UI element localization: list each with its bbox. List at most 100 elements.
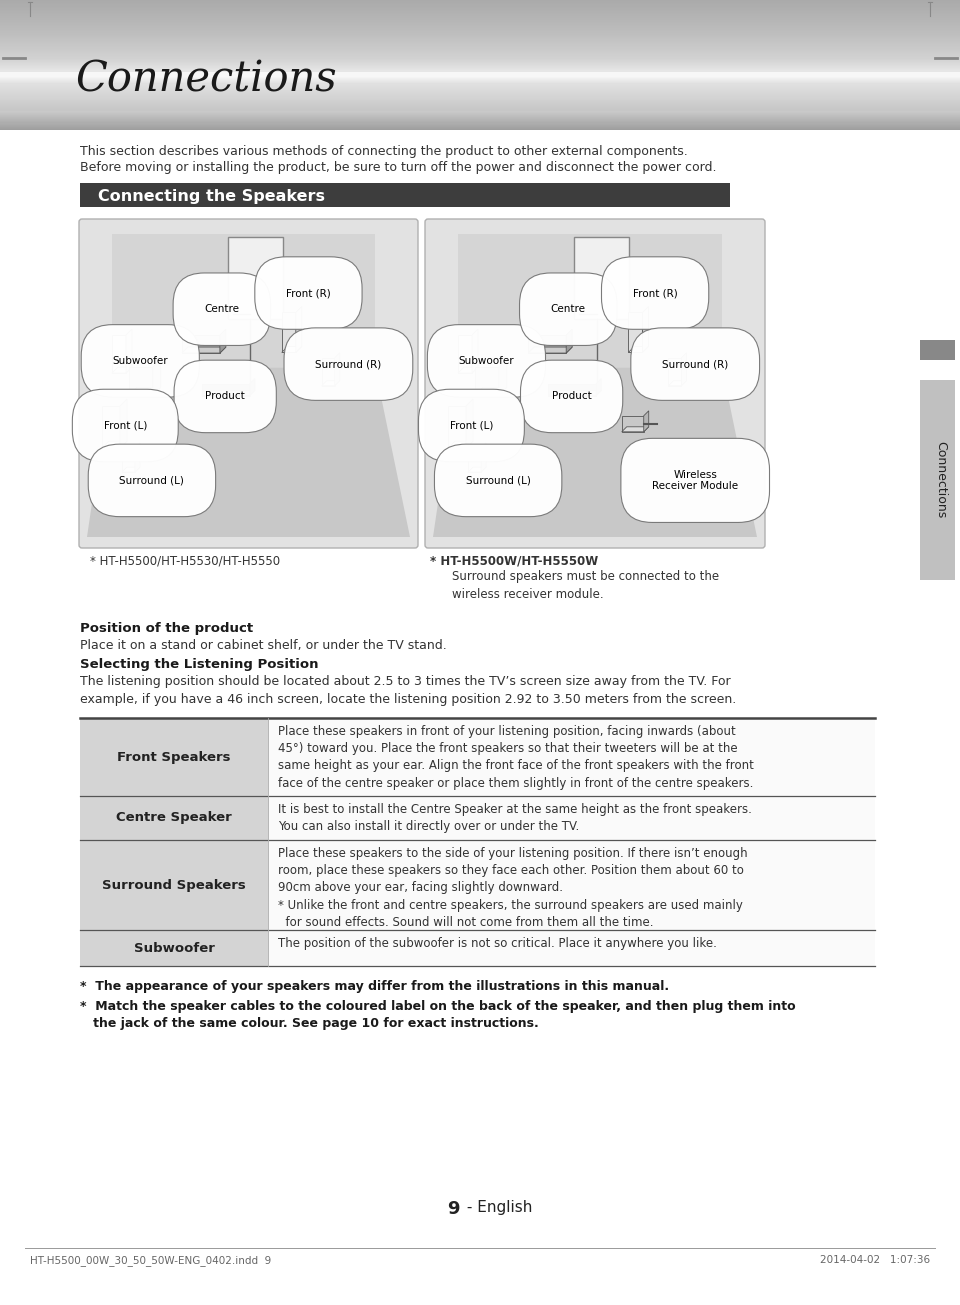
Polygon shape [481, 444, 486, 472]
Text: Front Speakers: Front Speakers [117, 750, 230, 763]
Bar [0, 108, 960, 110]
Text: Front (L): Front (L) [104, 420, 147, 431]
Polygon shape [282, 346, 301, 352]
Bar [0, 125, 960, 127]
Bar [622, 416, 644, 432]
Bar [0, 8, 960, 9]
Polygon shape [468, 467, 486, 472]
Polygon shape [250, 378, 255, 395]
Bar [0, 112, 960, 114]
Text: Product: Product [552, 392, 591, 402]
Bar [0, 102, 960, 103]
Text: Place these speakers to the side of your listening position. If there isn’t enou: Place these speakers to the side of your… [278, 847, 748, 929]
Text: Subwoofer: Subwoofer [112, 356, 168, 365]
Text: Surround Speakers: Surround Speakers [102, 878, 246, 891]
Bar [268, 718, 875, 796]
Bar [0, 65, 960, 67]
Polygon shape [472, 329, 478, 373]
Text: The position of the subwoofer is not so critical. Place it anywhere you like.: The position of the subwoofer is not so … [278, 937, 717, 950]
Bar [458, 335, 472, 373]
Bar [0, 13, 960, 14]
Bar [0, 38, 960, 39]
Bar [0, 107, 960, 108]
Bar [0, 56, 960, 57]
Bar [0, 90, 960, 93]
Polygon shape [135, 444, 140, 472]
Bar [0, 39, 960, 40]
Bar [0, 100, 960, 102]
Bar [80, 840, 268, 930]
Polygon shape [126, 329, 132, 373]
Text: Position of the product: Position of the product [80, 622, 253, 636]
Bar [0, 87, 960, 89]
FancyBboxPatch shape [79, 219, 418, 548]
Bar [0, 51, 960, 52]
Text: Place it on a stand or cabinet shelf, or under the TV stand.: Place it on a stand or cabinet shelf, or… [80, 639, 446, 652]
Bar [0, 123, 960, 124]
Bar [0, 77, 960, 80]
Bar [0, 51, 960, 54]
Bar [0, 30, 960, 31]
Bar [574, 238, 629, 318]
Bar [112, 335, 126, 373]
Bar [0, 108, 960, 111]
Bar [0, 117, 960, 119]
Text: Before moving or installing the product, be sure to turn off the power and disco: Before moving or installing the product,… [80, 161, 716, 174]
Bar [0, 110, 960, 112]
Text: Surround (L): Surround (L) [466, 475, 531, 485]
Bar [129, 367, 153, 395]
Bar [80, 930, 268, 966]
Bar [920, 341, 955, 360]
Bar [0, 48, 960, 50]
Text: 9: 9 [447, 1201, 460, 1218]
Polygon shape [458, 234, 722, 367]
Bar [448, 406, 466, 448]
Text: Connecting the Speakers: Connecting the Speakers [98, 188, 325, 204]
Bar [0, 106, 960, 107]
Polygon shape [668, 381, 686, 386]
Bar [0, 84, 960, 85]
Bar [0, 128, 960, 130]
Bar [0, 114, 960, 115]
Bar [0, 57, 960, 59]
Text: Subwoofer: Subwoofer [459, 356, 515, 365]
Polygon shape [596, 378, 601, 395]
Bar [0, 29, 960, 30]
Bar [0, 64, 960, 65]
Bar [0, 121, 960, 124]
Text: Product: Product [205, 392, 245, 402]
Polygon shape [112, 367, 132, 373]
Polygon shape [112, 234, 375, 367]
Bar [0, 70, 960, 72]
Bar [0, 104, 960, 106]
Bar [0, 82, 960, 84]
Text: Surround (L): Surround (L) [119, 475, 184, 485]
Bar [0, 43, 960, 44]
Bar [0, 9, 960, 10]
Bar [0, 42, 960, 43]
Bar [0, 50, 960, 51]
Bar [0, 20, 960, 22]
Text: Centre Speaker: Centre Speaker [116, 812, 232, 825]
Text: The listening position should be located about 2.5 to 3 times the TV’s screen si: The listening position should be located… [80, 675, 736, 706]
Text: 2014-04-02   1:07:36: 2014-04-02 1:07:36 [820, 1255, 930, 1265]
Bar [0, 13, 960, 16]
Bar [0, 44, 960, 46]
Bar [0, 26, 960, 29]
Bar [0, 25, 960, 26]
Bar [0, 26, 960, 27]
Polygon shape [644, 411, 649, 432]
Bar [0, 95, 960, 98]
Bar [0, 4, 960, 5]
Text: Front (R): Front (R) [633, 288, 678, 298]
Bar [0, 76, 960, 77]
Polygon shape [629, 346, 648, 352]
Bar [0, 81, 960, 82]
Bar [528, 335, 566, 354]
Bar [268, 840, 875, 930]
Bar [0, 124, 960, 125]
Bar [0, 68, 960, 69]
Bar [0, 98, 960, 99]
Bar [0, 33, 960, 35]
Bar [0, 27, 960, 29]
